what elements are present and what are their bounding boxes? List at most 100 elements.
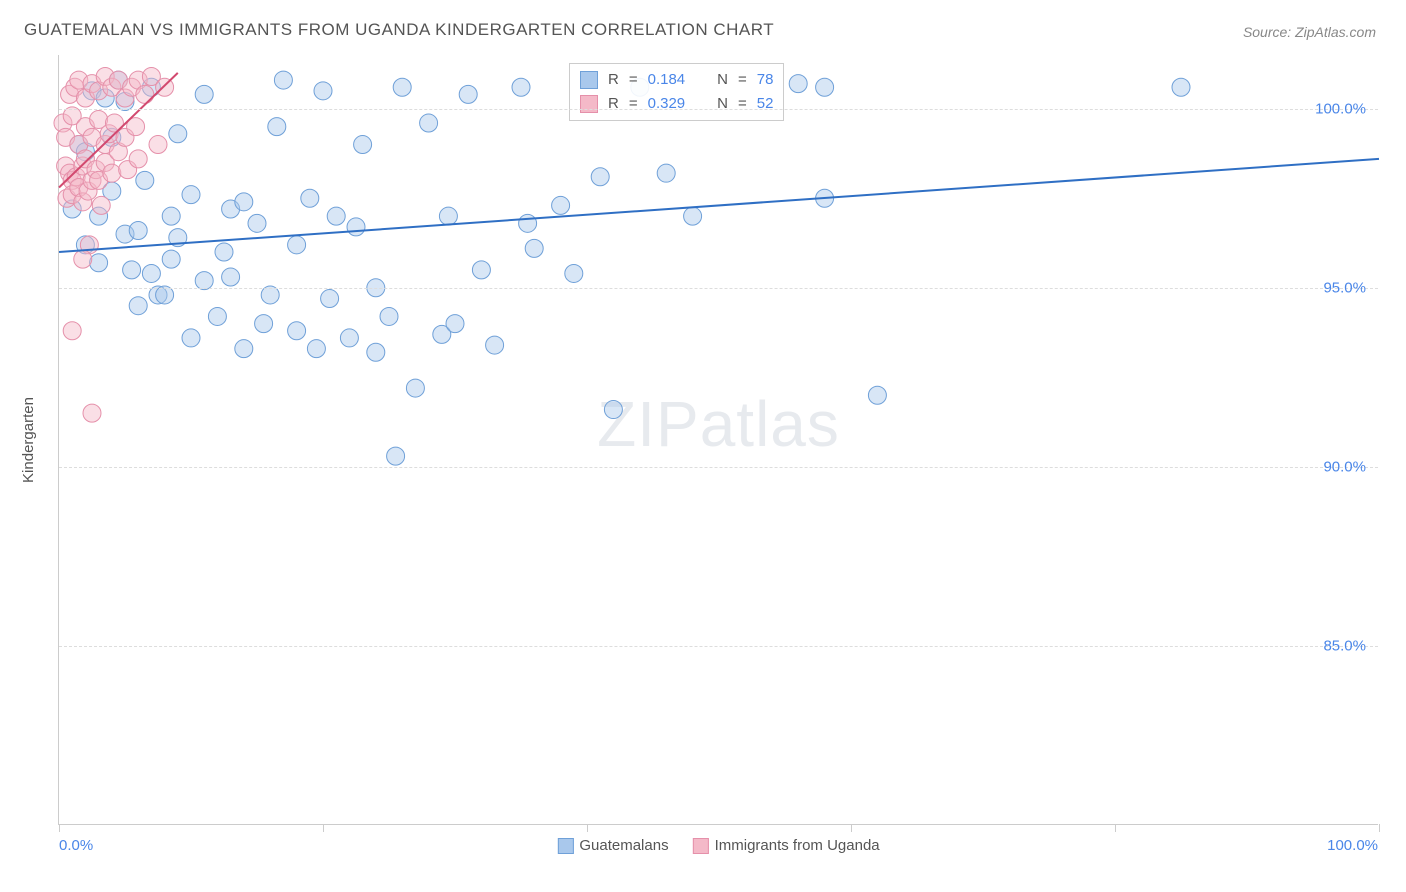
- stats-row: R = 0.184 N = 78: [580, 68, 773, 92]
- gridline: [59, 646, 1378, 647]
- stats-row: R = 0.329 N = 52: [580, 92, 773, 116]
- scatter-point: [288, 322, 306, 340]
- y-tick-label: 90.0%: [1323, 458, 1366, 475]
- scatter-point: [657, 164, 675, 182]
- scatter-point: [301, 189, 319, 207]
- legend-swatch: [557, 838, 573, 854]
- scatter-point: [235, 340, 253, 358]
- legend-label: Immigrants from Uganda: [715, 837, 880, 854]
- scatter-point: [327, 207, 345, 225]
- x-axis-max-label: 100.0%: [1327, 837, 1378, 854]
- y-tick-label: 85.0%: [1323, 637, 1366, 654]
- scatter-point: [446, 315, 464, 333]
- legend-label: Guatemalans: [579, 837, 668, 854]
- bottom-legend: Guatemalans Immigrants from Uganda: [557, 837, 879, 854]
- x-tick: [1115, 824, 1116, 832]
- x-axis-min-label: 0.0%: [59, 837, 93, 854]
- scatter-point: [307, 340, 325, 358]
- gridline: [59, 467, 1378, 468]
- stats-r-value: 0.329: [648, 92, 686, 116]
- x-tick: [1379, 824, 1380, 832]
- source-label: Source: ZipAtlas.com: [1243, 24, 1376, 40]
- legend-item: Guatemalans: [557, 837, 668, 854]
- scatter-point: [486, 336, 504, 354]
- scatter-point: [420, 114, 438, 132]
- scatter-point: [248, 214, 266, 232]
- scatter-point: [149, 136, 167, 154]
- y-tick-label: 95.0%: [1323, 279, 1366, 296]
- scatter-point: [162, 207, 180, 225]
- scatter-point: [129, 150, 147, 168]
- stats-r-value: 0.184: [648, 68, 686, 92]
- scatter-point: [274, 71, 292, 89]
- scatter-point: [195, 85, 213, 103]
- stats-eq: =: [738, 92, 747, 116]
- plot-area: ZIPatlas R=0.184N=78R=0.329N=52 Guatemal…: [58, 55, 1378, 825]
- scatter-point: [1172, 78, 1190, 96]
- scatter-point: [288, 236, 306, 254]
- scatter-point: [347, 218, 365, 236]
- scatter-point: [354, 136, 372, 154]
- legend-swatch: [693, 838, 709, 854]
- trend-line: [59, 159, 1379, 252]
- scatter-point: [552, 196, 570, 214]
- stats-n-value: 78: [757, 68, 774, 92]
- scatter-point: [222, 268, 240, 286]
- stats-n-value: 52: [757, 92, 774, 116]
- scatter-point: [512, 78, 530, 96]
- scatter-point: [565, 264, 583, 282]
- scatter-point: [684, 207, 702, 225]
- legend-item: Immigrants from Uganda: [693, 837, 880, 854]
- gridline: [59, 109, 1378, 110]
- scatter-point: [129, 297, 147, 315]
- scatter-point: [83, 404, 101, 422]
- scatter-point: [519, 214, 537, 232]
- y-tick-label: 100.0%: [1315, 100, 1366, 117]
- chart-title: GUATEMALAN VS IMMIGRANTS FROM UGANDA KIN…: [24, 20, 774, 40]
- scatter-point: [380, 307, 398, 325]
- scatter-point: [439, 207, 457, 225]
- scatter-point: [604, 401, 622, 419]
- stats-swatch: [580, 71, 598, 89]
- scatter-point: [162, 250, 180, 268]
- scatter-point: [591, 168, 609, 186]
- scatter-point: [215, 243, 233, 261]
- scatter-point: [182, 186, 200, 204]
- scatter-point: [74, 250, 92, 268]
- scatter-point: [340, 329, 358, 347]
- stats-eq: =: [629, 92, 638, 116]
- scatter-point: [367, 343, 385, 361]
- stats-eq: =: [738, 68, 747, 92]
- scatter-point: [472, 261, 490, 279]
- scatter-point: [142, 264, 160, 282]
- scatter-point: [816, 78, 834, 96]
- scatter-point: [129, 221, 147, 239]
- stats-swatch: [580, 95, 598, 113]
- scatter-point: [268, 118, 286, 136]
- stats-r-label: R: [608, 92, 619, 116]
- scatter-point: [169, 125, 187, 143]
- scatter-point: [63, 322, 81, 340]
- scatter-svg: [59, 55, 1378, 824]
- stats-r-label: R: [608, 68, 619, 92]
- scatter-point: [182, 329, 200, 347]
- x-tick: [323, 824, 324, 832]
- scatter-point: [406, 379, 424, 397]
- scatter-point: [235, 193, 253, 211]
- scatter-point: [868, 386, 886, 404]
- stats-eq: =: [629, 68, 638, 92]
- scatter-point: [321, 290, 339, 308]
- scatter-point: [393, 78, 411, 96]
- scatter-point: [314, 82, 332, 100]
- scatter-point: [459, 85, 477, 103]
- scatter-point: [387, 447, 405, 465]
- scatter-point: [136, 171, 154, 189]
- stats-n-label: N: [717, 92, 728, 116]
- scatter-point: [789, 75, 807, 93]
- scatter-point: [136, 85, 154, 103]
- gridline: [59, 288, 1378, 289]
- stats-n-label: N: [717, 68, 728, 92]
- scatter-point: [255, 315, 273, 333]
- scatter-point: [90, 254, 108, 272]
- x-tick: [587, 824, 588, 832]
